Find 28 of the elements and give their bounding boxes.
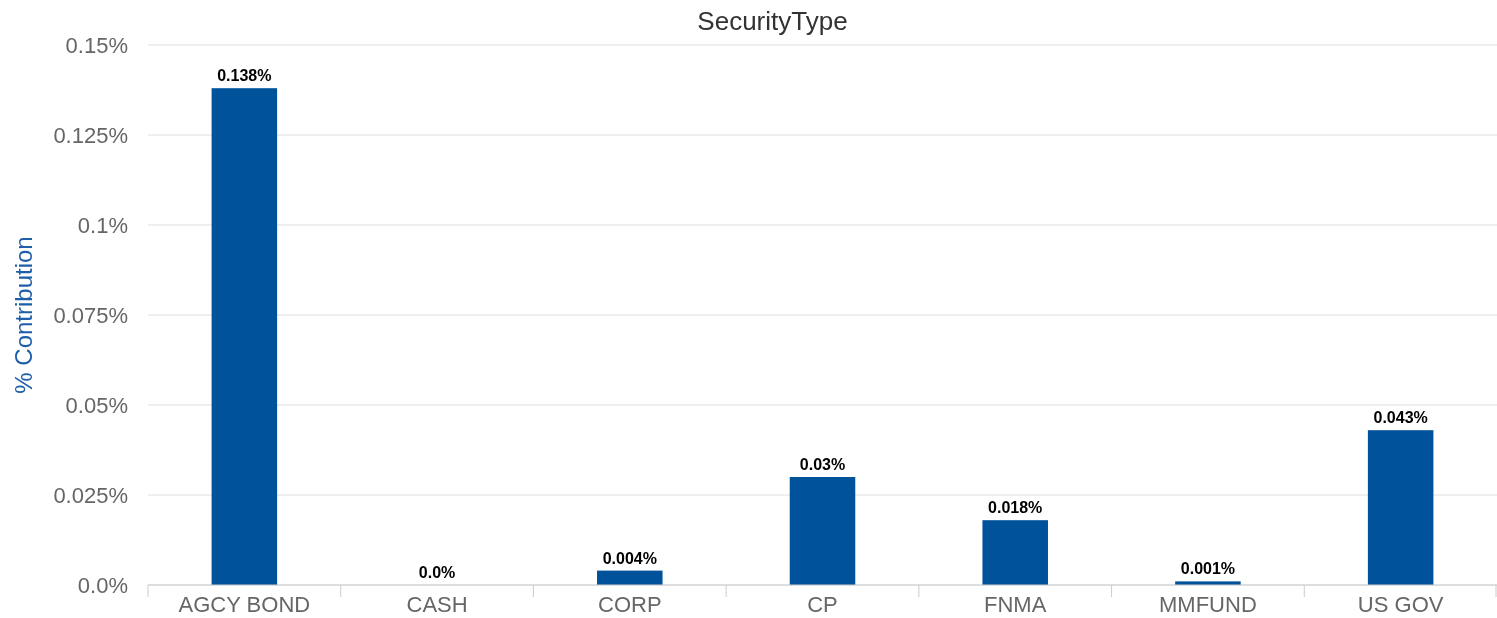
y-axis-title: % Contribution — [10, 236, 37, 394]
x-tick-label: US GOV — [1357, 592, 1444, 617]
data-label: 0.138% — [217, 67, 272, 85]
data-label: 0.043% — [1373, 409, 1428, 427]
x-tick-label: CASH — [406, 592, 468, 617]
x-tick-label: MMFUND — [1159, 592, 1257, 617]
y-tick-label: 0.025% — [53, 482, 128, 508]
x-tick-label: CORP — [598, 592, 662, 617]
x-tick-label: FNMA — [984, 592, 1047, 617]
y-tick-label: 0.15% — [65, 32, 128, 58]
data-label: 0.004% — [602, 549, 657, 567]
data-label: 0.018% — [988, 499, 1043, 517]
data-label: 0.001% — [1180, 560, 1236, 578]
y-tick-label: 0.0% — [77, 572, 128, 598]
y-tick-label: 0.075% — [53, 302, 128, 328]
data-label: 0.0% — [418, 564, 456, 581]
y-tick-label: 0.05% — [65, 392, 128, 418]
chart-title: SecurityType — [697, 6, 848, 36]
y-tick-label: 0.1% — [77, 212, 128, 238]
bar — [982, 520, 1048, 585]
bar — [789, 477, 856, 585]
y-tick-label: 0.125% — [53, 122, 128, 148]
bar — [1367, 430, 1434, 585]
data-label: 0.03% — [799, 456, 846, 473]
bar — [211, 88, 278, 585]
x-tick-label: AGCY BOND — [178, 592, 311, 617]
x-tick-label: CP — [807, 592, 838, 617]
bar — [597, 570, 663, 585]
